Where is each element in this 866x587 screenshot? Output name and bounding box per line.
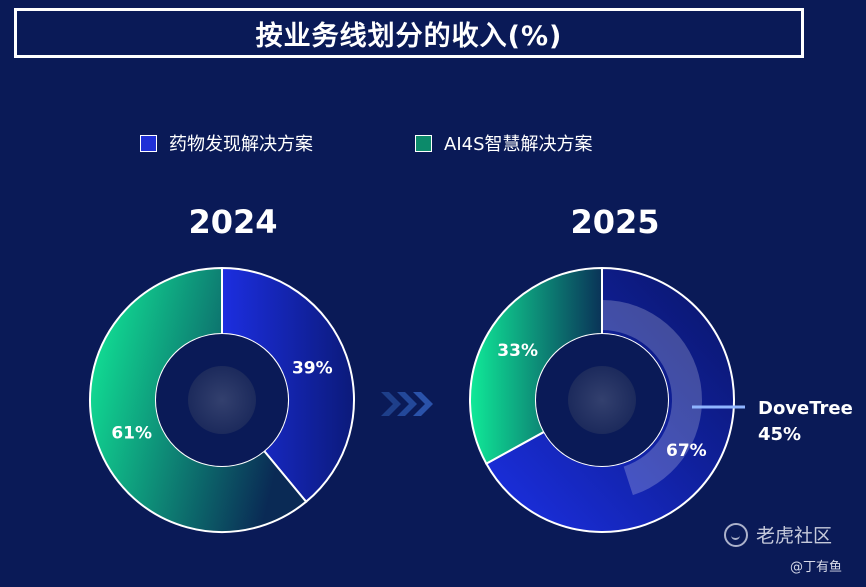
tiger-logo-icon [724,522,748,547]
legend-item-ai4s: AI4S智慧解决方案 [415,130,593,156]
legend-item-drug-discovery: 药物发现解决方案 [140,130,313,156]
legend-swatch-ai4s [415,134,432,152]
transition-arrows [381,392,433,416]
chevron-icon [397,392,417,416]
legend-label-ai4s: AI4S智慧解决方案 [444,134,593,155]
chevron-icon [381,392,401,416]
callout-value: 45% [758,424,801,445]
watermark-author: @丁有鱼 [790,560,843,575]
donut-center [188,366,256,434]
chart-title-2024: 2024 [188,203,278,241]
chart-title-2025: 2025 [570,203,660,241]
title-box: 按业务线划分的收入(%) [14,8,804,58]
watermark: 老虎社区 [724,521,832,548]
slice-data-label: 39% [292,358,333,378]
slice-data-label: 67% [666,441,707,461]
slice-data-label: 33% [497,341,538,361]
donut-chart-2025: 67% 33% DoveTree 45% [469,266,853,533]
legend-swatch-drug-discovery [140,134,157,152]
legend-label-drug-discovery: 药物发现解决方案 [169,134,313,155]
highlight-arc [602,300,702,496]
callout-name: DoveTree [758,398,853,419]
watermark-brand: 老虎社区 [756,525,833,547]
slice-data-label: 61% [111,424,152,444]
donut-chart-2024: 39% 61% [89,266,355,533]
chevron-icon [413,392,433,416]
page-title: 按业务线划分的收入(%) [255,20,563,52]
donut-center [568,366,636,434]
